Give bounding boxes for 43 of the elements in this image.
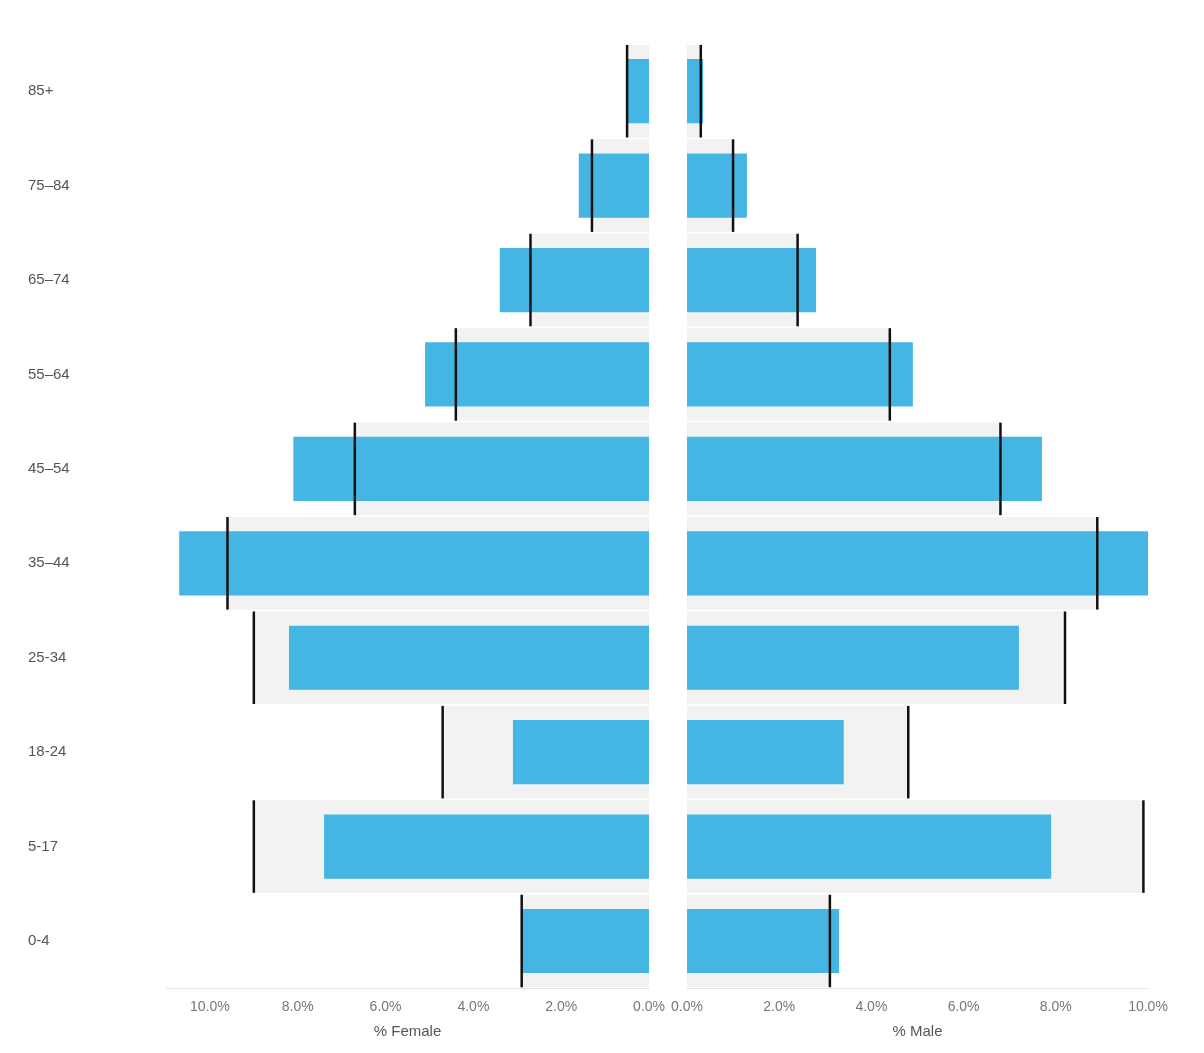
x-tick-label: 6.0%	[947, 998, 980, 1015]
x-axis-title: % Female	[373, 1022, 442, 1040]
x-tick-label: 8.0%	[281, 998, 314, 1015]
y-tick-label: 45–54	[28, 459, 70, 477]
bar	[288, 625, 650, 690]
bar	[686, 153, 747, 218]
x-tick-label: 6.0%	[369, 998, 402, 1015]
bar	[686, 720, 844, 785]
y-tick-label: 5-17	[28, 836, 59, 854]
bar	[686, 247, 817, 313]
bar	[425, 342, 650, 407]
bar	[686, 342, 913, 407]
bar	[293, 436, 650, 501]
x-tick-label: 10.0%	[1128, 998, 1168, 1015]
x-tick-label: 8.0%	[1039, 998, 1072, 1015]
bar	[627, 59, 650, 124]
x-tick-label: 2.0%	[545, 998, 578, 1015]
bar	[499, 247, 650, 313]
y-tick-label: 0-4	[28, 931, 50, 949]
y-tick-label: 35–44	[28, 553, 70, 571]
x-axis-title: % Male	[892, 1022, 943, 1040]
y-tick-label: 18-24	[28, 742, 67, 760]
y-tick-label: 85+	[28, 81, 54, 99]
bar	[324, 814, 650, 879]
x-tick-label: 10.0%	[190, 998, 230, 1015]
x-tick-label: 2.0%	[763, 998, 796, 1015]
bar	[521, 908, 650, 974]
x-tick-label: 0.0%	[670, 998, 703, 1015]
y-tick-label: 55–64	[28, 364, 70, 382]
x-tick-label: 4.0%	[855, 998, 888, 1015]
y-tick-label: 75–84	[28, 175, 70, 193]
bar	[686, 625, 1019, 690]
bar	[512, 720, 650, 785]
x-tick-label: 4.0%	[457, 998, 490, 1015]
bar	[686, 436, 1042, 501]
bar	[179, 531, 650, 596]
bar	[686, 531, 1148, 596]
y-tick-label: 25-34	[28, 647, 67, 665]
bar	[686, 814, 1052, 879]
x-tick-label: 0.0%	[633, 998, 666, 1015]
bar	[686, 908, 840, 974]
y-tick-label: 65–74	[28, 270, 70, 288]
bar	[578, 153, 650, 218]
